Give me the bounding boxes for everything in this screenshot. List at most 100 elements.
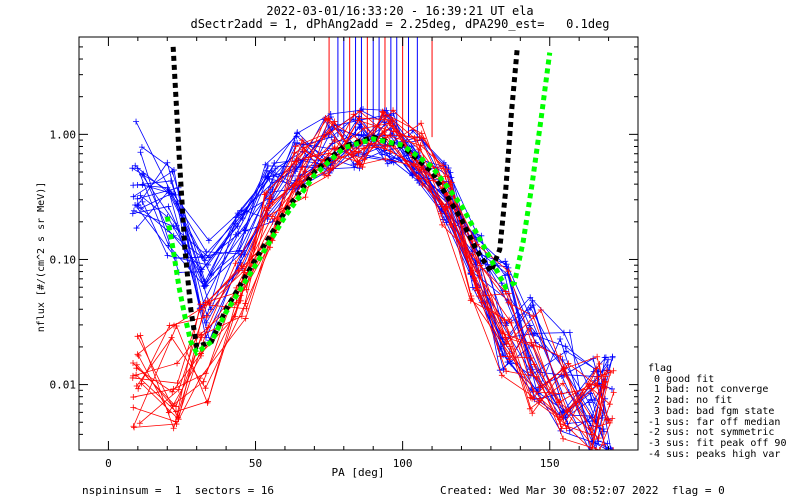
blue-point xyxy=(328,134,335,141)
blue-point xyxy=(134,195,141,202)
x-axis-label: PA [deg] xyxy=(332,466,385,479)
blue-point xyxy=(529,297,536,304)
blue-point xyxy=(135,201,142,208)
blue-point xyxy=(240,247,247,254)
blue-point xyxy=(130,182,137,189)
blue-point xyxy=(164,252,171,259)
red-point xyxy=(560,365,567,372)
red-point xyxy=(387,118,394,125)
red-point xyxy=(593,447,600,450)
axes xyxy=(78,36,639,451)
red-point xyxy=(134,351,141,358)
blue-point xyxy=(139,171,146,178)
red-point xyxy=(232,260,239,267)
red-point xyxy=(133,361,140,368)
blue-point xyxy=(129,165,136,172)
red-point xyxy=(175,386,182,393)
red-point xyxy=(606,401,613,408)
blue-point xyxy=(175,184,182,191)
title-line-1: 2022-03-01/16:33:20 - 16:39:21 UT ela xyxy=(266,4,534,18)
red-point xyxy=(467,297,474,304)
red-point xyxy=(202,385,209,392)
red-point xyxy=(204,399,211,406)
red-point xyxy=(498,372,505,379)
blue-point xyxy=(137,205,144,212)
footer-info: nspininsum = 1 sectors = 16 xyxy=(82,484,275,497)
red-point xyxy=(166,322,173,329)
red-point xyxy=(442,203,449,210)
red-point xyxy=(135,352,142,359)
flag-legend: flag 0 good fit 1 bad: not converge 2 ba… xyxy=(648,363,786,460)
blue-point xyxy=(138,144,145,151)
blue-point xyxy=(587,396,594,403)
red-point xyxy=(537,306,544,313)
blue-point xyxy=(566,329,573,336)
blue-point xyxy=(409,172,416,179)
blue-point xyxy=(165,203,172,210)
blue-point xyxy=(139,181,146,188)
blue-point xyxy=(264,162,271,169)
red-point xyxy=(610,389,617,396)
footer-created: Created: Wed Mar 30 08:52:07 2022 flag =… xyxy=(440,484,725,497)
red-point xyxy=(505,268,512,275)
blue-point xyxy=(502,272,509,279)
red-point xyxy=(197,301,204,308)
red-point xyxy=(506,356,513,363)
red-point xyxy=(130,423,137,430)
blue-point xyxy=(235,230,242,237)
plot-content xyxy=(129,37,617,450)
red-point xyxy=(136,420,143,427)
blue-point xyxy=(384,160,391,167)
blue-point xyxy=(169,168,176,175)
red-point xyxy=(530,313,537,320)
blue-point xyxy=(527,294,534,301)
blue-point xyxy=(168,190,175,197)
red-point xyxy=(197,352,204,359)
x-tick-label: 0 xyxy=(105,457,112,470)
red-point xyxy=(527,394,534,401)
y-tick-label: 0.01 xyxy=(50,379,77,392)
legend-item: 3 bad: bad fgm state xyxy=(648,405,775,417)
red-point xyxy=(356,115,363,122)
red-point xyxy=(354,158,361,165)
legend-item: -1 sus: far off median xyxy=(648,416,781,428)
red-point xyxy=(565,360,572,367)
red-point xyxy=(596,361,603,368)
x-tick-label: 50 xyxy=(249,457,262,470)
red-point xyxy=(505,329,512,336)
red-point xyxy=(174,360,181,367)
blue-point xyxy=(133,118,140,125)
blue-point xyxy=(173,222,180,229)
red-point xyxy=(173,421,180,428)
blue-point xyxy=(360,132,367,139)
red-point xyxy=(530,388,537,395)
blue-point xyxy=(351,164,358,171)
red-point xyxy=(416,146,423,153)
blue-point xyxy=(608,385,615,392)
legend-item: 2 bad: no fit xyxy=(648,395,733,407)
red-point xyxy=(603,416,610,423)
red-point xyxy=(135,385,142,392)
red-point xyxy=(443,166,450,173)
red-point xyxy=(564,407,571,414)
red-point xyxy=(198,332,205,339)
red-point xyxy=(205,398,212,405)
red-point xyxy=(414,137,421,144)
red-point xyxy=(505,290,512,297)
red-point xyxy=(299,137,306,144)
red-series-line xyxy=(141,124,615,439)
blue-point xyxy=(270,172,277,179)
red-point xyxy=(609,415,616,422)
red-point xyxy=(321,172,328,179)
red-point xyxy=(603,367,610,374)
red-point xyxy=(528,339,535,346)
blue-point xyxy=(604,367,611,374)
red-point xyxy=(203,313,210,320)
red-point xyxy=(505,299,512,306)
red-point xyxy=(475,268,482,275)
red-point xyxy=(442,206,449,213)
red-point xyxy=(238,313,245,320)
red-point xyxy=(298,179,305,186)
blue-point xyxy=(499,287,506,294)
red-point xyxy=(356,161,363,168)
